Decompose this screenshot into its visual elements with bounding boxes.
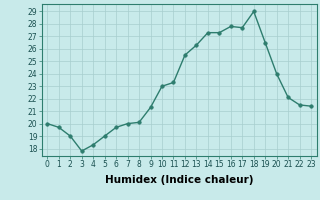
X-axis label: Humidex (Indice chaleur): Humidex (Indice chaleur) [105,175,253,185]
